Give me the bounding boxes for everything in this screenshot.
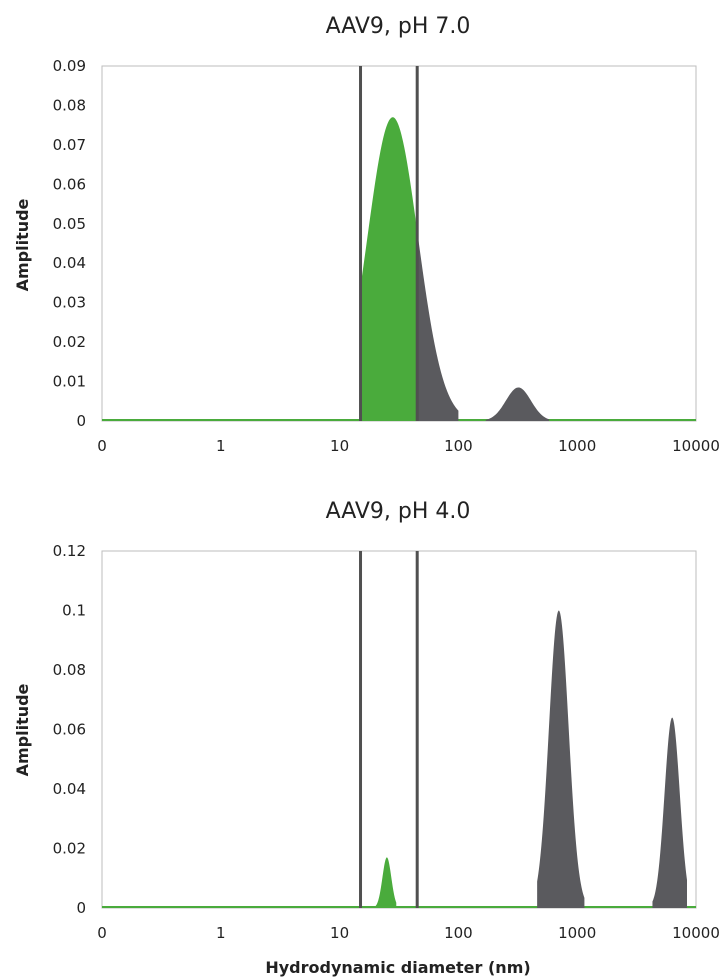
y-axis-label: Amplitude	[13, 198, 32, 291]
chart-ph4: AAV9, pH 4.0 0 0.02 0.04 0.06 0.08 0.1 0.12 0 1 1…	[13, 499, 720, 977]
y-tick-label: 0.1	[62, 602, 86, 620]
x-tick-label: 10000	[672, 924, 720, 942]
y-tick-label: 0	[76, 412, 86, 430]
chart-title: AAV9, pH 4.0	[326, 499, 471, 524]
y-tick-label: 0.05	[53, 215, 86, 233]
x-axis-label: Hydrodynamic diameter (nm)	[265, 958, 530, 977]
x-tick-label: 10000	[672, 437, 720, 455]
y-tick-label: 0.07	[53, 136, 86, 154]
plot-area: 0 0.01 0.02 0.03 0.04 0.05 0.06 0.07 0.08 0.09 0 1 1…	[53, 57, 720, 455]
y-tick-label: 0	[76, 899, 86, 917]
peak-gray-1	[417, 231, 459, 421]
x-tick-label: 10	[330, 924, 349, 942]
y-tick-label: 0.02	[53, 333, 86, 351]
x-tick-label: 10	[330, 437, 349, 455]
plot-frame	[101, 550, 697, 909]
x-tick-label: 0	[97, 924, 107, 942]
x-tick-label: 0	[97, 437, 107, 455]
y-tick-label: 0.09	[53, 57, 86, 75]
y-tick-label: 0.04	[53, 780, 86, 798]
x-tick-label: 1000	[558, 437, 596, 455]
y-tick-label: 0.08	[53, 96, 86, 114]
y-tick-label: 0.02	[53, 840, 86, 858]
peak-green-0	[375, 857, 397, 908]
y-tick-label: 0.06	[53, 175, 86, 193]
x-tick-label: 1000	[558, 924, 596, 942]
x-tick-label: 1	[216, 924, 226, 942]
y-tick-label: 0.06	[53, 721, 86, 739]
x-tick-label: 100	[444, 437, 473, 455]
x-tick-label: 100	[444, 924, 473, 942]
peak-gray-1	[537, 610, 585, 908]
y-tick-label: 0.04	[53, 254, 86, 272]
chart-title: AAV9, pH 7.0	[326, 14, 471, 39]
plot-area: 0 0.02 0.04 0.06 0.08 0.1 0.12 0 1 10 100 1000 10000	[53, 542, 720, 942]
y-tick-label: 0.08	[53, 661, 86, 679]
peak-gray-2	[652, 717, 687, 908]
chart-ph7: AAV9, pH 7.0 0 0.01 0.02 0.03 0.04 0.05 0.06 0.…	[13, 14, 720, 455]
y-axis-label: Amplitude	[13, 683, 32, 776]
peak-gray-2	[485, 387, 550, 421]
y-tick-label: 0.12	[53, 542, 86, 560]
peak-green-0	[360, 117, 418, 422]
y-tick-label: 0.03	[53, 294, 86, 312]
y-tick-label: 0.01	[53, 373, 86, 391]
x-tick-label: 1	[216, 437, 226, 455]
